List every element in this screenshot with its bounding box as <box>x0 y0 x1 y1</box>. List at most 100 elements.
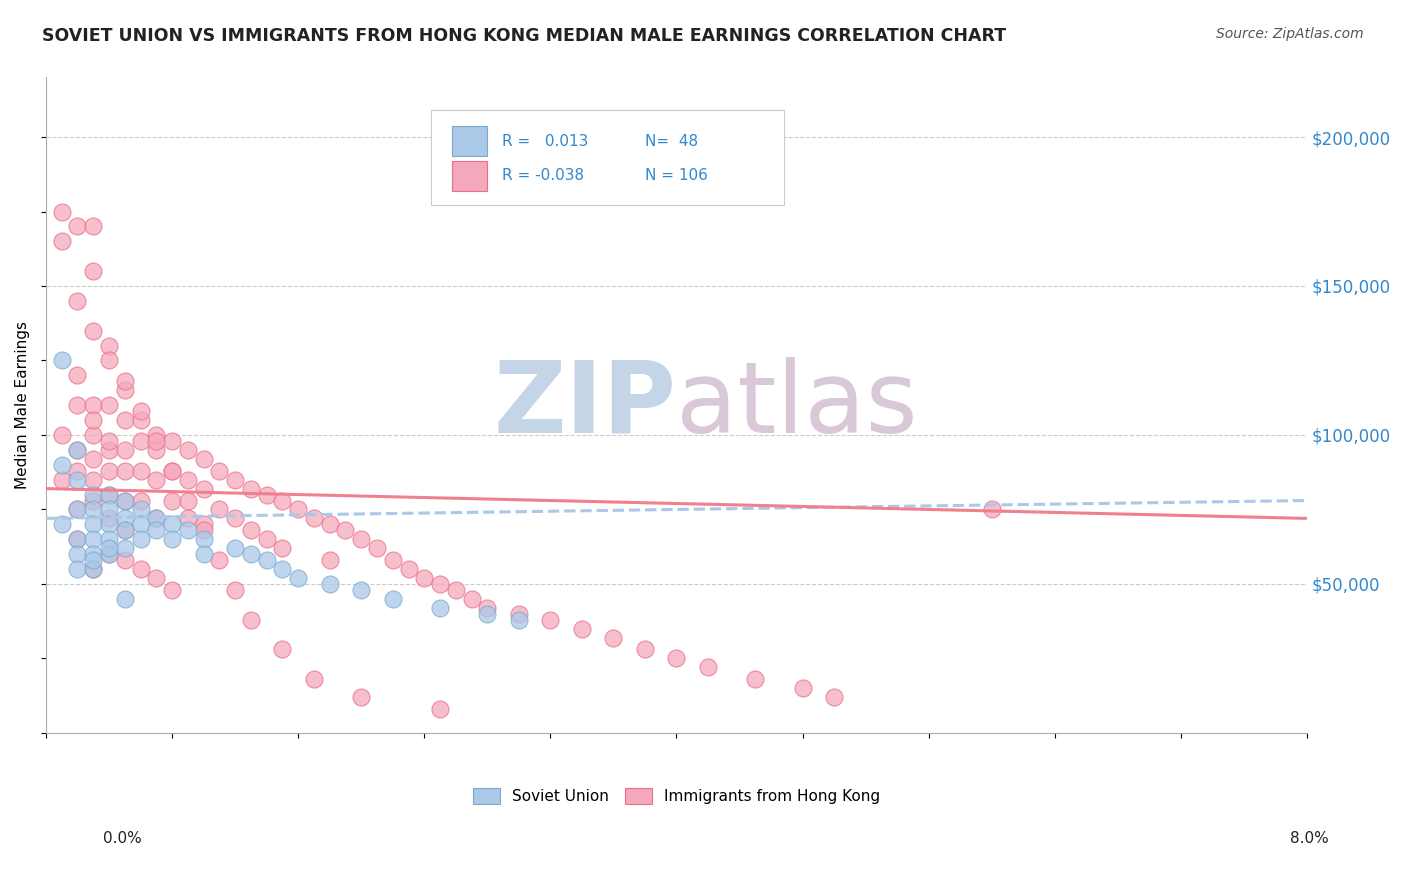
Point <box>177 524 200 538</box>
Point <box>114 493 136 508</box>
Point <box>82 487 104 501</box>
Point <box>208 464 231 478</box>
Text: ZIP: ZIP <box>494 357 676 454</box>
Text: R = -0.038: R = -0.038 <box>502 169 585 183</box>
Point <box>429 577 451 591</box>
Point <box>98 517 121 532</box>
Point <box>571 622 593 636</box>
Point <box>98 464 121 478</box>
Point <box>82 398 104 412</box>
Point <box>634 642 657 657</box>
Point <box>302 673 325 687</box>
Point <box>287 502 309 516</box>
Text: Source: ZipAtlas.com: Source: ZipAtlas.com <box>1216 27 1364 41</box>
Point <box>82 413 104 427</box>
Point <box>823 690 845 705</box>
Point <box>193 482 215 496</box>
Point <box>66 398 89 412</box>
Point <box>82 517 104 532</box>
Point <box>160 464 183 478</box>
Point <box>82 324 104 338</box>
Y-axis label: Median Male Earnings: Median Male Earnings <box>15 321 30 489</box>
Point <box>177 442 200 457</box>
Point <box>792 681 814 696</box>
Point <box>82 473 104 487</box>
Point <box>114 464 136 478</box>
Point <box>160 434 183 448</box>
Point <box>271 642 294 657</box>
Point <box>129 413 152 427</box>
Point <box>160 582 183 597</box>
Text: atlas: atlas <box>676 357 918 454</box>
Point <box>82 547 104 561</box>
Point <box>114 493 136 508</box>
Point <box>145 442 167 457</box>
Point <box>98 511 121 525</box>
Point <box>145 524 167 538</box>
Point <box>271 541 294 556</box>
Point <box>98 487 121 501</box>
Point <box>66 473 89 487</box>
Point <box>271 562 294 576</box>
Point <box>239 524 262 538</box>
Point <box>114 524 136 538</box>
Point <box>51 458 73 472</box>
Point <box>114 413 136 427</box>
Point <box>145 428 167 442</box>
Point <box>398 562 420 576</box>
Point <box>177 493 200 508</box>
Point <box>477 607 499 621</box>
Point <box>66 502 89 516</box>
Point <box>193 517 215 532</box>
Point <box>224 473 246 487</box>
Point <box>98 434 121 448</box>
Text: 8.0%: 8.0% <box>1289 831 1329 846</box>
Text: R =   0.013: R = 0.013 <box>502 134 589 149</box>
Point <box>98 502 121 516</box>
Point <box>302 511 325 525</box>
Point <box>271 493 294 508</box>
Point <box>129 562 152 576</box>
Point <box>66 293 89 308</box>
Point <box>256 553 278 567</box>
Point <box>239 482 262 496</box>
Point <box>82 562 104 576</box>
Point <box>208 553 231 567</box>
Point <box>82 553 104 567</box>
Point <box>66 547 89 561</box>
Point <box>460 591 482 606</box>
Point <box>82 451 104 466</box>
Point <box>538 613 561 627</box>
Point <box>129 464 152 478</box>
Point <box>66 502 89 516</box>
Point <box>51 353 73 368</box>
Point <box>114 591 136 606</box>
Point <box>98 541 121 556</box>
Point <box>145 434 167 448</box>
Point <box>429 702 451 716</box>
Point <box>98 398 121 412</box>
Point <box>66 219 89 234</box>
Point <box>145 473 167 487</box>
Point <box>256 533 278 547</box>
Point <box>98 547 121 561</box>
Point <box>224 511 246 525</box>
Point <box>98 338 121 352</box>
Point <box>366 541 388 556</box>
Point <box>335 524 357 538</box>
Point <box>193 533 215 547</box>
Point <box>318 517 340 532</box>
Point <box>177 473 200 487</box>
Point <box>129 533 152 547</box>
Point <box>350 582 373 597</box>
Legend: Soviet Union, Immigrants from Hong Kong: Soviet Union, Immigrants from Hong Kong <box>467 782 886 811</box>
Point <box>114 524 136 538</box>
Point <box>160 517 183 532</box>
Point <box>239 613 262 627</box>
Point <box>413 571 436 585</box>
Point <box>160 493 183 508</box>
Text: SOVIET UNION VS IMMIGRANTS FROM HONG KONG MEDIAN MALE EARNINGS CORRELATION CHART: SOVIET UNION VS IMMIGRANTS FROM HONG KON… <box>42 27 1007 45</box>
Point <box>82 264 104 278</box>
Point <box>160 464 183 478</box>
Point <box>208 502 231 516</box>
